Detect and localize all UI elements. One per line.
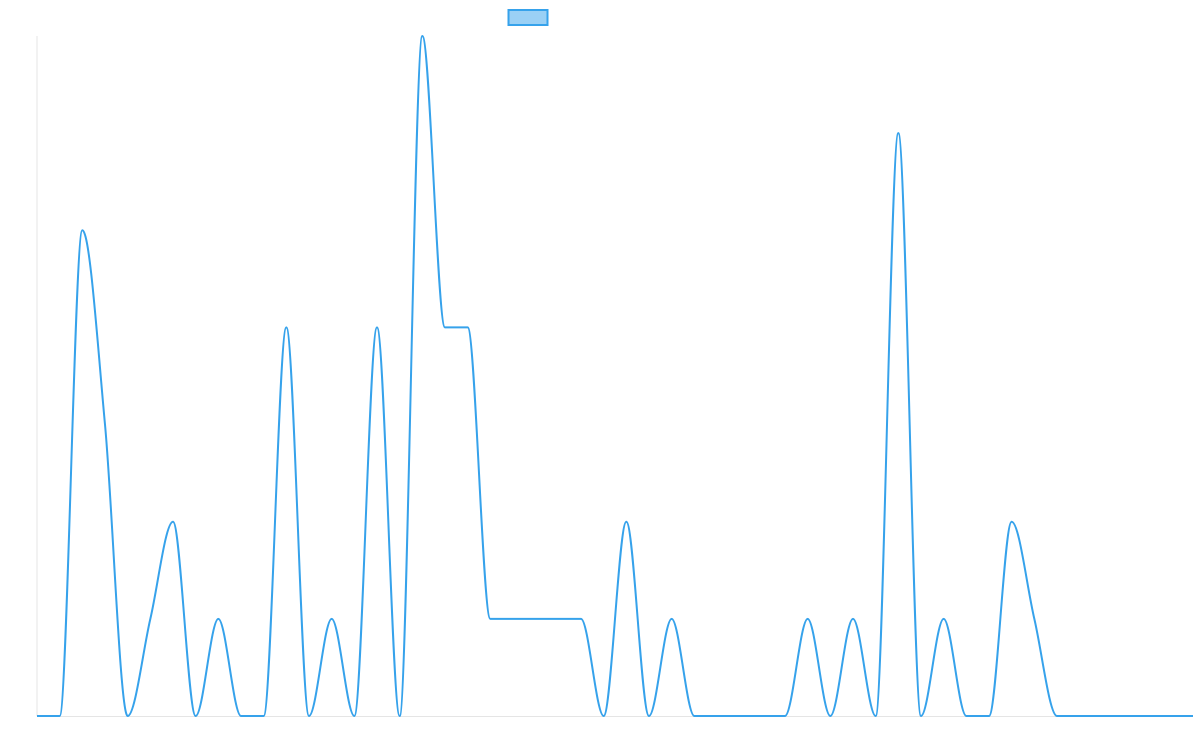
data-point[interactable] <box>873 713 879 719</box>
data-point[interactable] <box>737 713 743 719</box>
data-point[interactable] <box>827 713 833 719</box>
data-point[interactable] <box>193 713 199 719</box>
data-point[interactable] <box>465 324 471 330</box>
data-point[interactable] <box>283 324 289 330</box>
data-point[interactable] <box>782 713 788 719</box>
data-point[interactable] <box>261 713 267 719</box>
data-point[interactable] <box>963 713 969 719</box>
data-point[interactable] <box>487 616 493 622</box>
data-point[interactable] <box>170 519 176 525</box>
data-point[interactable] <box>102 422 108 428</box>
data-point[interactable] <box>329 616 335 622</box>
data-point[interactable] <box>306 713 312 719</box>
data-point[interactable] <box>1122 713 1128 719</box>
data-point[interactable] <box>215 616 221 622</box>
data-point[interactable] <box>419 33 425 39</box>
data-point[interactable] <box>714 713 720 719</box>
data-point[interactable] <box>1031 616 1037 622</box>
data-point[interactable] <box>79 227 85 233</box>
data-point[interactable] <box>1009 519 1015 525</box>
data-point[interactable] <box>623 519 629 525</box>
data-point[interactable] <box>351 713 357 719</box>
data-point[interactable] <box>125 713 131 719</box>
data-point[interactable] <box>57 713 63 719</box>
data-point[interactable] <box>34 713 40 719</box>
data-point[interactable] <box>691 713 697 719</box>
data-point[interactable] <box>1167 713 1173 719</box>
data-point[interactable] <box>397 713 403 719</box>
data-point[interactable] <box>601 713 607 719</box>
data-point[interactable] <box>918 713 924 719</box>
data-point[interactable] <box>850 616 856 622</box>
data-point[interactable] <box>1145 713 1151 719</box>
data-point[interactable] <box>669 616 675 622</box>
data-point[interactable] <box>533 616 539 622</box>
data-point[interactable] <box>374 324 380 330</box>
legend-swatch[interactable] <box>507 9 549 26</box>
data-point[interactable] <box>646 713 652 719</box>
data-point[interactable] <box>578 616 584 622</box>
data-point[interactable] <box>238 713 244 719</box>
series-line <box>37 34 1193 718</box>
data-point[interactable] <box>759 713 765 719</box>
data-point[interactable] <box>941 616 947 622</box>
data-point[interactable] <box>510 616 516 622</box>
data-point[interactable] <box>555 616 561 622</box>
data-point[interactable] <box>1077 713 1083 719</box>
data-point[interactable] <box>442 324 448 330</box>
data-point[interactable] <box>1190 713 1196 719</box>
data-point[interactable] <box>1099 713 1105 719</box>
data-point[interactable] <box>805 616 811 622</box>
data-point[interactable] <box>1054 713 1060 719</box>
data-point[interactable] <box>986 713 992 719</box>
data-point[interactable] <box>895 130 901 136</box>
data-point[interactable] <box>147 616 153 622</box>
